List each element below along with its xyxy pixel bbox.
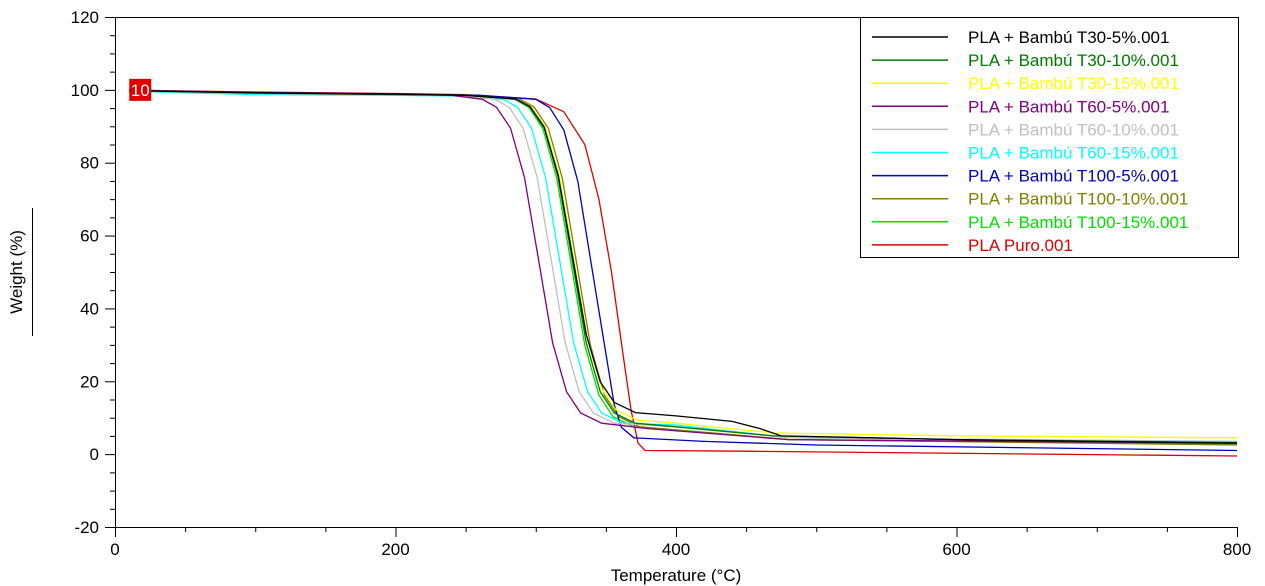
legend-label: PLA + Bambú T60-15%.001 xyxy=(968,144,1179,163)
legend-label: PLA + Bambú T30-15%.001 xyxy=(968,74,1179,93)
y-tick-label: 60 xyxy=(80,227,99,246)
x-tick-label: 200 xyxy=(381,540,409,559)
legend-label: PLA + Bambú T100-10%.001 xyxy=(968,190,1188,209)
curves xyxy=(128,89,1238,457)
legend-label: PLA + Bambú T100-15%.001 xyxy=(968,213,1188,232)
annotation: 10 xyxy=(129,78,152,101)
legend-label: PLA + Bambú T60-10%.001 xyxy=(968,120,1179,139)
legend-label: PLA + Bambú T30-10%.001 xyxy=(968,51,1179,70)
legend: PLA + Bambú T30-5%.001 PLA + Bambú T30-10… xyxy=(860,17,1239,258)
y-axis-label: Weight (%) xyxy=(7,230,26,314)
legend-label: PLA + Bambú T60-5%.001 xyxy=(968,97,1169,116)
y-tick-label: 120 xyxy=(71,8,99,27)
y-tick-label: 0 xyxy=(90,445,99,464)
y-tick-label: 20 xyxy=(80,372,99,391)
annotation-label: 10 xyxy=(131,81,150,100)
x-tick-label: 0 xyxy=(110,540,119,559)
x-tick-label: 800 xyxy=(1223,540,1251,559)
legend-label: PLA + Bambú T100-5%.001 xyxy=(968,167,1179,186)
legend-label: PLA Puro.001 xyxy=(968,236,1073,255)
legend-box xyxy=(860,17,1239,258)
axes: -20 0 20 40 60 80 100 120 0 200 400 600 800 xyxy=(71,8,1252,559)
y-tick-label: 40 xyxy=(80,299,99,318)
annotation-marker-box xyxy=(129,78,152,101)
y-tick-label: 100 xyxy=(71,81,99,100)
legend-label: PLA + Bambú T30-5%.001 xyxy=(968,28,1169,47)
x-tick-label: 600 xyxy=(942,540,970,559)
x-tick-label: 400 xyxy=(662,540,690,559)
series-line xyxy=(128,89,1238,444)
y-tick-label: -20 xyxy=(74,518,99,537)
x-axis-label: Temperature (°C) xyxy=(611,566,742,585)
y-tick-label: 80 xyxy=(80,154,99,173)
